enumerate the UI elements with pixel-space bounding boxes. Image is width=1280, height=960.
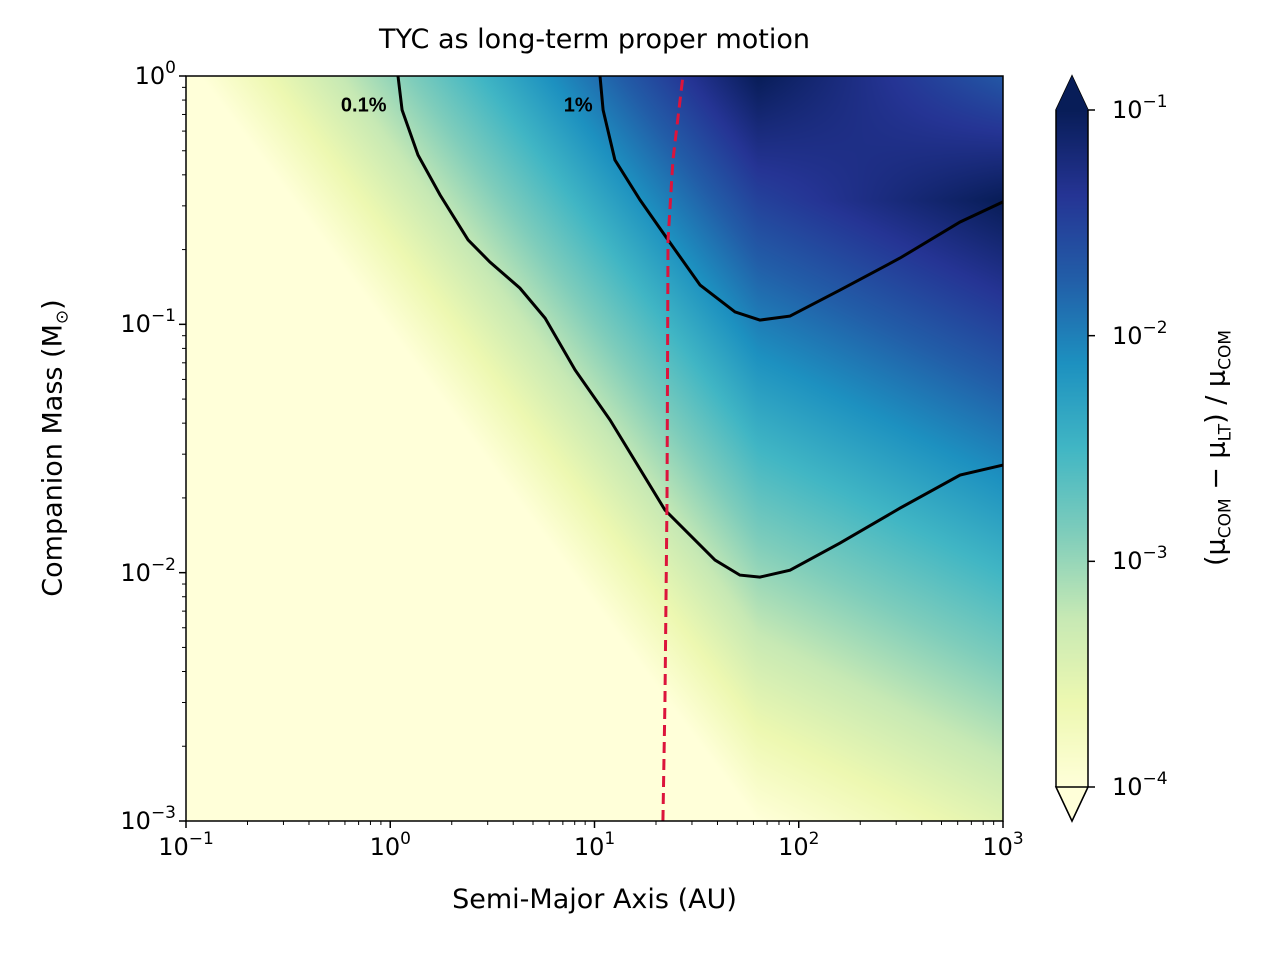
x-tick-label: 103	[982, 829, 1024, 861]
y-tick-label: 10−2	[120, 554, 176, 587]
contour-line-1	[598, 75, 1004, 322]
x-tick-label: 10−1	[158, 829, 214, 861]
colorbar-tick-label: 10−3	[1112, 543, 1168, 576]
colorbar-label: (μCOM − μLT) / μCOM	[1200, 329, 1236, 567]
heatmap	[186, 76, 1003, 821]
contour-label: 0.1%	[340, 94, 387, 117]
x-tick-label: 101	[573, 829, 616, 861]
colorbar-outline	[1055, 74, 1089, 823]
dashed-boundary-line	[661, 75, 685, 822]
colorbar-tick-label: 10−2	[1112, 317, 1168, 350]
colorbar-extend-top	[1056, 76, 1088, 110]
colorbar	[1056, 110, 1088, 787]
contour-label: 1%	[563, 94, 593, 117]
colorbar-extend-bottom	[1054, 786, 1090, 823]
y-tick-label: 100	[134, 58, 176, 90]
y-tick-label: 10−3	[120, 803, 176, 835]
plot-frame	[185, 75, 1004, 822]
x-tick-label: 102	[778, 829, 820, 861]
chart-title: TYC as long-term proper motion	[379, 24, 810, 55]
contour-line-0	[396, 75, 1004, 579]
colorbar-tick-label: 10−1	[1112, 92, 1168, 124]
x-tick-label: 100	[369, 829, 411, 861]
y-tick-label: 10−1	[120, 306, 176, 339]
y-axis-label: Companion Mass (M⊙)	[37, 299, 73, 597]
colorbar-tick-label: 10−4	[1112, 769, 1168, 801]
x-axis-label: Semi-Major Axis (AU)	[452, 884, 737, 915]
